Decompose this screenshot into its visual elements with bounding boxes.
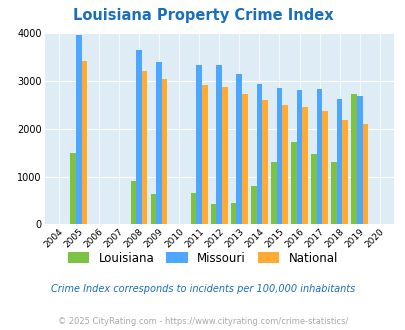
Bar bbox=[241, 94, 247, 224]
Bar bbox=[322, 111, 327, 224]
Bar bbox=[316, 88, 322, 224]
Bar bbox=[350, 94, 356, 224]
Text: Louisiana Property Crime Index: Louisiana Property Crime Index bbox=[72, 8, 333, 23]
Bar bbox=[162, 80, 167, 224]
Bar bbox=[210, 204, 216, 224]
Bar bbox=[81, 61, 87, 224]
Bar bbox=[336, 99, 341, 224]
Bar bbox=[310, 153, 316, 224]
Bar bbox=[341, 120, 347, 224]
Bar bbox=[362, 124, 367, 224]
Bar bbox=[296, 90, 302, 224]
Bar bbox=[230, 203, 236, 224]
Legend: Louisiana, Missouri, National: Louisiana, Missouri, National bbox=[63, 247, 342, 269]
Bar bbox=[196, 65, 201, 224]
Bar bbox=[201, 85, 207, 224]
Bar bbox=[156, 62, 162, 224]
Bar bbox=[190, 193, 196, 224]
Bar bbox=[236, 74, 241, 224]
Bar bbox=[290, 142, 296, 224]
Bar bbox=[276, 87, 281, 224]
Bar bbox=[256, 84, 262, 224]
Bar bbox=[70, 152, 76, 224]
Bar bbox=[281, 105, 287, 224]
Text: © 2025 CityRating.com - https://www.cityrating.com/crime-statistics/: © 2025 CityRating.com - https://www.city… bbox=[58, 317, 347, 326]
Bar bbox=[302, 107, 307, 224]
Bar bbox=[150, 194, 156, 224]
Bar bbox=[330, 162, 336, 224]
Bar bbox=[271, 162, 276, 224]
Bar bbox=[136, 50, 141, 224]
Bar bbox=[141, 71, 147, 224]
Text: Crime Index corresponds to incidents per 100,000 inhabitants: Crime Index corresponds to incidents per… bbox=[51, 284, 354, 294]
Bar bbox=[356, 96, 362, 224]
Bar bbox=[130, 182, 136, 224]
Bar bbox=[76, 35, 81, 224]
Bar bbox=[262, 100, 267, 224]
Bar bbox=[222, 87, 227, 224]
Bar bbox=[216, 65, 222, 224]
Bar bbox=[250, 186, 256, 224]
